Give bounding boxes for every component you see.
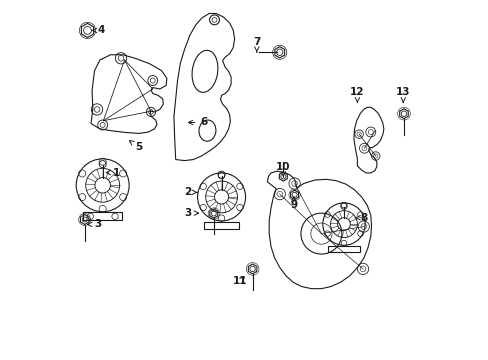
Text: 4: 4 [92,26,105,35]
Bar [83,212,122,220]
Text: 3: 3 [184,208,198,218]
Text: 6: 6 [188,117,207,127]
Text: 5: 5 [129,141,142,152]
Text: 7: 7 [253,37,260,52]
Text: 8: 8 [354,213,367,223]
Text: 11: 11 [233,275,247,285]
Bar [327,246,359,252]
Bar [203,222,239,229]
Text: 12: 12 [349,87,364,103]
Text: 3: 3 [87,220,102,229]
Text: 9: 9 [290,197,297,210]
Text: 13: 13 [395,87,409,103]
Text: 1: 1 [106,168,120,177]
Text: 2: 2 [184,187,197,197]
Text: 10: 10 [276,162,290,177]
